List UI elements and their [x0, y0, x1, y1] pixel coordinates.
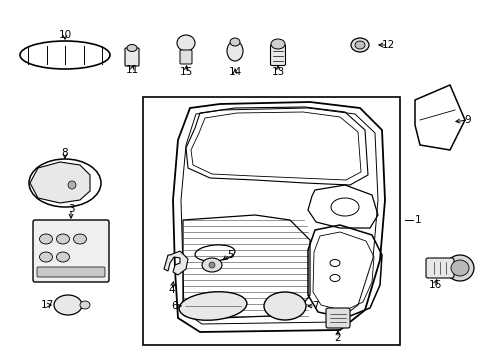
Ellipse shape — [57, 234, 69, 244]
Text: 15: 15 — [179, 67, 192, 77]
Text: 8: 8 — [61, 148, 68, 158]
Text: 12: 12 — [381, 40, 394, 50]
Polygon shape — [30, 162, 90, 203]
FancyBboxPatch shape — [125, 48, 139, 66]
Ellipse shape — [73, 234, 86, 244]
FancyBboxPatch shape — [325, 308, 349, 328]
FancyBboxPatch shape — [270, 45, 285, 66]
Text: 9: 9 — [464, 115, 470, 125]
Ellipse shape — [264, 292, 305, 320]
Ellipse shape — [179, 292, 246, 320]
Ellipse shape — [450, 260, 468, 276]
Ellipse shape — [350, 38, 368, 52]
Ellipse shape — [57, 252, 69, 262]
FancyBboxPatch shape — [33, 220, 109, 282]
Text: 1: 1 — [414, 215, 421, 225]
Ellipse shape — [229, 38, 240, 46]
Circle shape — [68, 181, 76, 189]
Ellipse shape — [40, 252, 52, 262]
FancyBboxPatch shape — [425, 258, 453, 278]
Polygon shape — [163, 251, 187, 275]
Text: 5: 5 — [226, 250, 233, 260]
Text: 13: 13 — [271, 67, 284, 77]
Ellipse shape — [202, 258, 222, 272]
Text: 16: 16 — [427, 280, 441, 290]
Bar — [142, 97, 399, 345]
Ellipse shape — [177, 35, 195, 51]
FancyBboxPatch shape — [37, 267, 105, 277]
Ellipse shape — [226, 41, 243, 61]
FancyBboxPatch shape — [180, 50, 192, 64]
Ellipse shape — [80, 301, 90, 309]
Text: 7: 7 — [311, 301, 318, 311]
Ellipse shape — [40, 234, 52, 244]
Circle shape — [208, 262, 215, 268]
Text: 17: 17 — [41, 300, 54, 310]
Text: 6: 6 — [171, 301, 178, 311]
Text: 4: 4 — [168, 285, 175, 295]
Text: 3: 3 — [67, 204, 74, 214]
Text: 10: 10 — [59, 30, 71, 40]
Text: 11: 11 — [125, 65, 138, 75]
Ellipse shape — [354, 41, 364, 49]
Text: 14: 14 — [228, 67, 241, 77]
Ellipse shape — [54, 295, 82, 315]
Ellipse shape — [270, 39, 285, 49]
Ellipse shape — [445, 255, 473, 281]
Ellipse shape — [127, 45, 137, 51]
Text: 2: 2 — [334, 333, 341, 343]
